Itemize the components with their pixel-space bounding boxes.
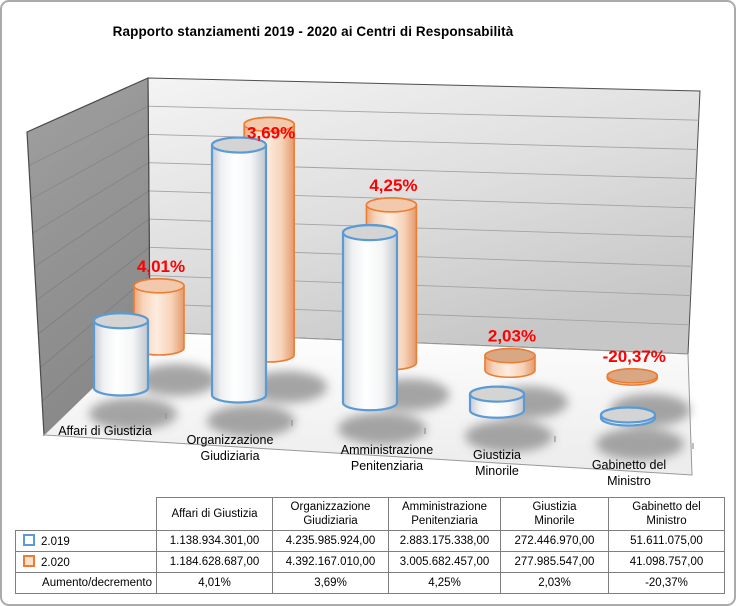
cylinder-2019-body (210, 136, 268, 404)
category-label: Giustizia (473, 448, 521, 462)
value-cell: 272.446.970,00 (500, 530, 609, 552)
chart-title: Rapporto stanziamenti 2019 - 2020 ai Cen… (112, 24, 514, 39)
data-label: 3,69% (247, 123, 295, 142)
cylinder-shadow (247, 370, 328, 403)
category-label: Penitenziaria (351, 459, 423, 473)
wall-gridline (30, 134, 149, 200)
data-label: 4,01% (137, 257, 185, 276)
category-label: Amministrazione (341, 443, 433, 457)
cylinder-2020-top (484, 347, 536, 364)
value-cell: 1.138.934.301,00 (156, 530, 273, 552)
wall-gridline (28, 105, 149, 167)
value-cell: 2.883.175.338,00 (388, 530, 501, 552)
data-table: Affari di Giustizia Organizzazione Giudizi… (15, 497, 725, 594)
wall-gridline (34, 190, 150, 268)
delta-cell: 4,25% (388, 572, 501, 594)
category-label: Affari di Giustizia (58, 424, 152, 438)
value-cell: 4.392.167.010,00 (272, 551, 389, 573)
data-label: 4,25% (369, 176, 417, 195)
cylinder-2019-top (468, 385, 526, 403)
cylinder-2020-top (606, 368, 659, 384)
cylinder-shadow (465, 420, 553, 453)
cylinder-2019-top (599, 406, 657, 424)
category-group-0 (92, 278, 185, 397)
cylinder-shadow (137, 364, 217, 396)
column-header: Amministrazione Penitenziaria (388, 497, 501, 531)
delta-cell: 3,69% (272, 572, 389, 594)
cylinder-2019-top (210, 136, 268, 154)
column-header: Organizzazione Giudiziaria (272, 497, 389, 531)
category-group-2 (341, 197, 418, 412)
table-corner-cell (16, 498, 157, 531)
value-cell: 1.184.628.687,00 (156, 551, 273, 573)
data-label: 2,03% (488, 327, 536, 346)
cylinder-shadow (89, 398, 177, 430)
delta-row-header: Aumento/decremento (15, 572, 157, 594)
wall-gridline (36, 218, 150, 301)
delta-cell: 4,01% (156, 572, 273, 594)
legend-swatch (23, 534, 35, 546)
category-label: Minorile (475, 464, 519, 478)
category-label: Ministro (607, 474, 651, 488)
value-cell: 41.098.757,00 (608, 551, 725, 573)
value-cell: 3.005.682.457,00 (388, 551, 501, 573)
wall-gridline (32, 162, 149, 234)
category-label: Organizzazione (187, 433, 274, 447)
delta-cell: -20,37% (608, 572, 725, 594)
value-cell: 277.985.547,00 (500, 551, 609, 573)
category-label: Giudiziaria (200, 449, 259, 463)
delta-cell: 2,03% (500, 572, 609, 594)
cylinder-shadow (207, 404, 295, 437)
cylinder-2020-top (365, 197, 418, 213)
series-row-header: 2.019 (15, 530, 157, 552)
value-cell: 4.235.985.924,00 (272, 530, 389, 552)
chart-3d-plot-area: 4,01% 3,69% 4,25% 2,03% -20,37% Affari di Giu… (26, 77, 701, 488)
wall-gridline (38, 247, 150, 335)
cylinder-2019-body (341, 224, 399, 412)
series-row-header: 2.020 (15, 551, 157, 573)
data-label: -20,37% (603, 347, 666, 366)
value-cell: 51.611.075,00 (608, 530, 725, 552)
category-group-4 (599, 368, 659, 427)
cylinder-2020-top (243, 116, 295, 133)
category-group-1 (210, 116, 295, 404)
column-header: Giustizia Minorile (500, 497, 609, 531)
cylinder-shadow (338, 412, 426, 445)
cylinder-shadow (596, 428, 684, 461)
category-label: Gabinetto del (592, 458, 666, 472)
category-group-3 (468, 347, 536, 419)
gridline (148, 105, 699, 121)
column-header: Affari di Giustizia (156, 497, 273, 531)
column-header: Gabinetto del Ministro (608, 497, 725, 531)
legend-swatch (23, 555, 35, 567)
cylinder-2020-top (133, 278, 185, 294)
cylinder-2019-top (341, 224, 399, 242)
cylinder-2019-top (92, 312, 150, 330)
